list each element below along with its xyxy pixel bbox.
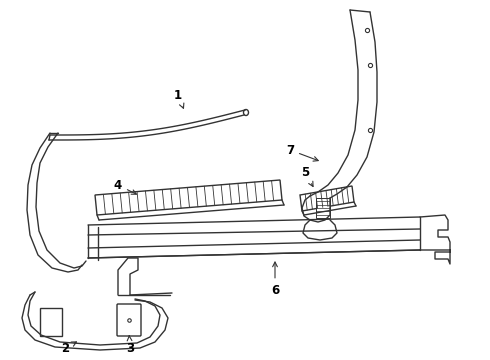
Polygon shape [316,198,330,218]
Text: 4: 4 [114,179,136,194]
Text: 7: 7 [286,144,318,161]
Text: 6: 6 [271,262,279,297]
Text: 5: 5 [301,166,313,186]
Text: 3: 3 [126,336,134,355]
Text: 2: 2 [61,342,76,355]
Polygon shape [95,180,282,215]
FancyBboxPatch shape [117,304,141,336]
Polygon shape [300,186,354,211]
Text: 1: 1 [174,89,184,108]
Bar [40,308,62,336]
